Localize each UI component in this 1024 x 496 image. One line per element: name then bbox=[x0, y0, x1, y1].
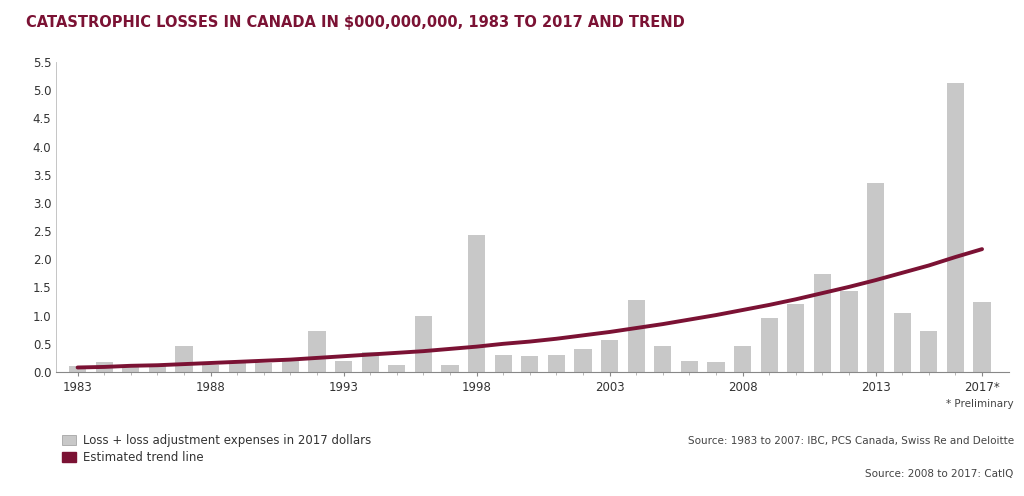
Bar bbox=[894, 313, 911, 372]
Bar bbox=[814, 274, 831, 372]
Bar bbox=[95, 362, 113, 372]
Text: CATASTROPHIC LOSSES IN CANADA IN $000,000,000, 1983 TO 2017 AND TREND: CATASTROPHIC LOSSES IN CANADA IN $000,00… bbox=[26, 15, 684, 30]
Bar bbox=[628, 301, 645, 372]
Bar bbox=[867, 183, 885, 372]
Bar bbox=[921, 331, 938, 372]
Bar bbox=[601, 340, 618, 372]
Text: * Preliminary: * Preliminary bbox=[946, 399, 1014, 409]
Bar bbox=[202, 365, 219, 372]
Bar bbox=[734, 346, 752, 372]
Bar bbox=[228, 361, 246, 372]
Bar bbox=[574, 350, 592, 372]
Bar bbox=[468, 235, 485, 372]
Bar bbox=[761, 318, 778, 372]
Bar bbox=[841, 292, 858, 372]
Bar bbox=[441, 365, 459, 372]
Bar bbox=[654, 346, 672, 372]
Bar bbox=[521, 356, 539, 372]
Bar bbox=[175, 346, 193, 372]
Bar bbox=[282, 360, 299, 372]
Bar bbox=[148, 367, 166, 372]
Text: Source: 1983 to 2007: IBC, PCS Canada, Swiss Re and Deloitte: Source: 1983 to 2007: IBC, PCS Canada, S… bbox=[688, 436, 1014, 446]
Bar bbox=[548, 355, 565, 372]
Bar bbox=[388, 365, 406, 372]
Bar bbox=[255, 363, 272, 372]
Bar bbox=[974, 302, 990, 372]
Bar bbox=[947, 83, 964, 372]
Text: Source: 2008 to 2017: CatIQ: Source: 2008 to 2017: CatIQ bbox=[865, 469, 1014, 479]
Bar bbox=[335, 361, 352, 372]
Bar bbox=[361, 352, 379, 372]
Bar bbox=[69, 367, 86, 372]
Legend: Loss + loss adjustment expenses in 2017 dollars, Estimated trend line: Loss + loss adjustment expenses in 2017 … bbox=[62, 434, 372, 464]
Bar bbox=[415, 315, 432, 372]
Bar bbox=[308, 331, 326, 372]
Bar bbox=[787, 305, 805, 372]
Bar bbox=[708, 362, 725, 372]
Bar bbox=[495, 355, 512, 372]
Bar bbox=[122, 368, 139, 372]
Bar bbox=[681, 361, 698, 372]
